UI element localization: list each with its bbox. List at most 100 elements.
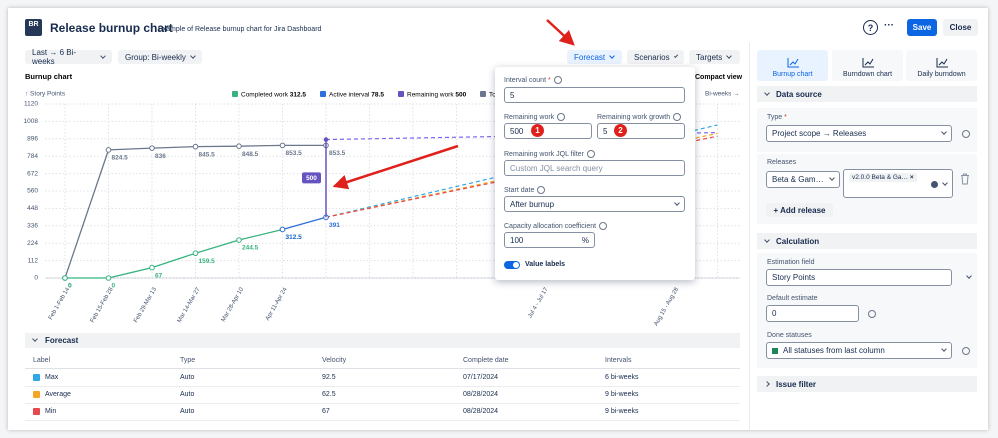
tab-label: Burnup chart [772, 71, 813, 78]
issue-filter-header[interactable]: Issue filter [757, 376, 977, 392]
table-cell: Auto [180, 391, 195, 398]
legend-value: 500 [455, 91, 466, 98]
section-title: Data source [776, 89, 822, 99]
point [62, 275, 68, 281]
release-tag: v2.0.0 Beta & Ga… × [849, 173, 917, 182]
x-tick-label: Feb 15-Feb 28 [90, 286, 115, 324]
type-select[interactable]: Project scope → Releases [766, 125, 952, 142]
scope-forecast-line [325, 131, 718, 141]
input-value: 5 [510, 90, 515, 100]
table-rule [25, 403, 740, 404]
range-select[interactable]: Last → 6 Bi-weeks [25, 48, 112, 66]
annotation-badge: 2 [614, 124, 627, 137]
value-label: 500 [306, 175, 317, 182]
table-cell: 08/28/2024 [463, 408, 499, 415]
legend-swatch [320, 91, 326, 97]
forecast-table-title: Forecast [45, 336, 79, 345]
select-value: All statuses from last column [783, 346, 885, 355]
remaining-label: Remaining work [504, 113, 566, 121]
group-select[interactable]: Group: Bi-weekly [118, 50, 202, 64]
value-label: 159.5 [199, 258, 216, 265]
release-multiselect[interactable]: v2.0.0 Beta & Ga… × [843, 169, 953, 198]
release-select[interactable]: Beta & Gam… [766, 171, 840, 188]
forecast-button[interactable]: Forecast [567, 50, 622, 64]
targets-button[interactable]: Targets [689, 50, 740, 64]
legend-entry: Completed work 312.5 [241, 91, 306, 98]
input-value: 0 [772, 309, 777, 318]
y-tick-label: 448 [27, 205, 38, 212]
close-button[interactable]: Close [943, 19, 978, 36]
legend-swatch [398, 91, 404, 97]
value-label: 67 [155, 272, 163, 279]
tag-text: v2.0.0 Beta & Ga… [852, 174, 909, 181]
group-text: Group: Bi-weekly [125, 52, 186, 62]
table-cell: 08/28/2024 [463, 391, 499, 398]
point [323, 137, 329, 142]
text: Capacity allocation coefficient [504, 222, 597, 230]
remaining-input[interactable]: 500 [504, 123, 592, 139]
value-label: 853.5 [286, 150, 303, 157]
value-label: 0 [68, 283, 72, 290]
compact-view[interactable]: Compact view [695, 74, 743, 81]
text: Remaining work growth [597, 113, 671, 121]
table-cell: Auto [180, 408, 195, 415]
table-cell: Min [45, 408, 57, 415]
table-rule [25, 386, 740, 387]
section-title: Issue filter [776, 379, 817, 389]
y-tick-label: 1008 [24, 118, 39, 125]
save-button[interactable]: Save [907, 19, 937, 36]
legend-entry: Active interval 78.5 [329, 91, 384, 98]
help-button[interactable]: ? [863, 20, 878, 35]
point [279, 142, 286, 149]
column-header: Type [180, 357, 196, 364]
table-cell: Auto [180, 374, 195, 381]
point [105, 147, 112, 153]
legend-name: Completed work [241, 91, 289, 98]
text: Type [767, 114, 783, 121]
done-statuses-select[interactable]: All statuses from last column [766, 342, 952, 359]
x-tick-label: Mar 14-Mar 27 [177, 286, 202, 324]
forecast-text: Forecast [574, 52, 606, 62]
estimation-label: Estimation field [767, 259, 815, 266]
calculation-header[interactable]: Calculation [757, 233, 977, 249]
x-tick-label: Mar 28-Apr 10 [221, 286, 246, 323]
scenarios-button[interactable]: Scenarios [627, 50, 684, 64]
start-label: Start date [504, 186, 546, 194]
legend-entry: To [489, 91, 496, 98]
jql-label: Remaining work JQL filter [504, 150, 595, 158]
jql-input[interactable]: Custom JQL search query [504, 160, 685, 176]
column-header: Complete date [463, 357, 509, 364]
done-statuses-label: Done statuses [767, 332, 812, 339]
chart-tab[interactable]: Burndown chart [832, 50, 903, 81]
y-tick-label: 0 [34, 275, 38, 282]
legend-swatch [480, 91, 486, 97]
point [105, 275, 112, 281]
delete-release[interactable] [960, 173, 970, 185]
estimation-select[interactable]: Story Points [766, 269, 952, 286]
growth-input[interactable]: 5 [597, 123, 685, 139]
more-button[interactable]: ··· [884, 20, 894, 31]
targets-text: Targets [696, 52, 723, 62]
x-tick-label: Aug 15 - Aug 28 [653, 286, 680, 327]
value-labels-toggle[interactable] [504, 261, 520, 269]
legend-name: To [489, 91, 496, 98]
interval-label: Interval count * [504, 76, 562, 84]
text: Start date [504, 186, 535, 194]
legend-swatch [232, 91, 238, 97]
interval-input[interactable]: 5 [504, 87, 685, 103]
capacity-input[interactable]: 100% [504, 232, 595, 248]
chart-tab[interactable]: Daily burndown [906, 50, 977, 81]
point [192, 143, 199, 150]
data-source-header[interactable]: Data source [757, 86, 977, 102]
chart-title: Burnup chart [25, 72, 73, 81]
forecast-table-header[interactable]: Forecast [25, 333, 740, 348]
add-release-button[interactable]: + Add release [766, 203, 833, 217]
chart-tab[interactable]: Burnup chart [757, 50, 828, 81]
value-label: 312.5 [286, 234, 303, 241]
unit: % [581, 235, 589, 245]
tab-label: Daily burndown [917, 71, 966, 78]
default-estimate-input[interactable]: 0 [766, 305, 859, 322]
y-tick-label: 224 [27, 240, 38, 247]
y-tick-label: 896 [27, 136, 38, 143]
start-select[interactable]: After burnup [504, 196, 685, 212]
